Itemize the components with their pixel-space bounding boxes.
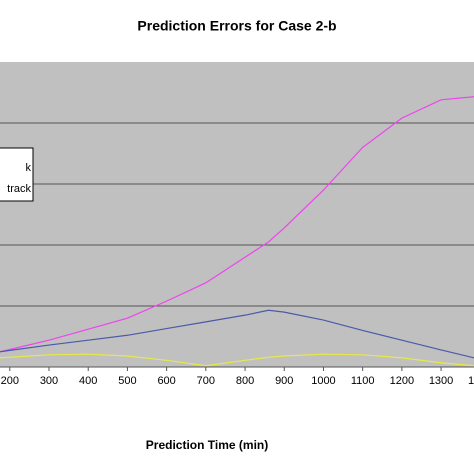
x-tick-label: 1400 (468, 375, 474, 387)
x-tick-label: 800 (236, 375, 254, 387)
x-tick-label: 600 (157, 375, 175, 387)
x-tick-label: 1200 (390, 375, 414, 387)
plot-area (0, 62, 474, 367)
x-tick-label: 500 (118, 375, 136, 387)
series-line (0, 96, 474, 353)
x-tick-label: 400 (79, 375, 97, 387)
x-tick-label: 900 (275, 375, 293, 387)
x-tick-label: 300 (40, 375, 58, 387)
x-tick-label: 1000 (311, 375, 335, 387)
chart-title: Prediction Errors for Case 2-b (137, 18, 336, 34)
x-tick-label: 200 (1, 375, 19, 387)
series-line (0, 353, 474, 367)
series-line (0, 309, 474, 359)
x-tick-label: 1100 (351, 375, 375, 387)
legend-label: k (26, 162, 32, 174)
x-tick-label: 700 (197, 375, 215, 387)
x-tick-label: 1300 (429, 375, 453, 387)
legend-label: track (7, 183, 31, 195)
legend-box (0, 147, 34, 202)
x-axis-title: Prediction Time (min) (146, 438, 268, 452)
